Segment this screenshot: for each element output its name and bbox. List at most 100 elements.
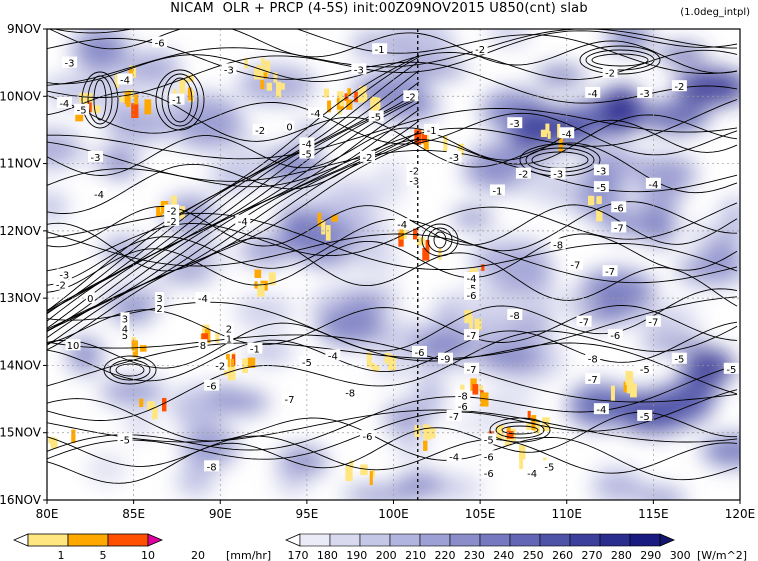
olr-blob [478,386,537,416]
precip-cell [264,60,271,74]
contour-label-bg [299,137,315,149]
contour-label-bg [195,292,211,304]
contour-line [47,334,738,403]
contour-line [47,435,738,474]
contour-label-bg [585,372,601,384]
olr-blob [522,292,600,314]
contour-label: -4 [449,452,459,463]
olr-colorbar-arrow [284,533,301,547]
contour-line [47,98,420,332]
precip-cell [354,91,361,103]
precip-cell [587,195,595,206]
contour-line [47,409,738,443]
contour-label-bg [252,123,268,135]
contour-label: -3 [640,89,650,100]
precip-cell [254,269,262,278]
precip-cell [545,123,550,134]
olr-blob [342,486,419,500]
precip-cell [625,370,632,386]
precip-cell [128,69,133,76]
contour-line [47,141,738,193]
contour-label: -1 [375,45,385,56]
prcp-colorbar-swatch [27,533,69,547]
olr-colorbar-swatch [629,533,661,547]
olr-colorbar-swatch [539,533,571,547]
contour-label: 4 [122,324,128,335]
precip-cell [139,345,147,352]
olr-blob [600,85,644,131]
precip-cell [504,434,512,446]
contour-loop [579,45,661,75]
precip-cell [327,100,332,113]
contour-label-bg [611,221,627,233]
contour-line [52,29,738,74]
olr-colorbar-swatch [299,533,331,547]
contour-label-bg [446,409,462,421]
contour-line [47,137,420,346]
contour-line [47,119,738,176]
precip-cell [131,103,139,119]
olr-blob [316,305,386,347]
olr-blob [233,295,295,328]
contour-label-bg [611,201,627,213]
contour-label: -4 [588,89,598,100]
olr-colorbar-label: 180 [317,549,338,561]
prcp-colorbar-label: 20 [191,549,205,561]
contour-label-bg [411,345,427,357]
contour-label: -8 [553,240,563,251]
contour-label: -5 [726,365,736,376]
olr-colorbar-label: 210 [405,549,426,561]
contour-label-bg [155,302,165,314]
precip-cell [223,365,228,376]
contour-label: -7 [605,267,615,278]
precip-cell [623,381,630,393]
precip-cell [360,464,368,476]
contour-label-bg [463,288,479,300]
contour-label-bg [164,204,180,216]
contour-label: -7 [449,412,459,423]
precip-cell [540,129,547,138]
y-tick-label: 10NOV [0,89,42,103]
contour-label-bg [406,164,422,176]
contour-label-bg [403,90,419,102]
precip-cell [474,318,482,331]
precip-cell [156,206,163,217]
precip-cell [531,415,537,431]
olr-blob [275,468,309,496]
precip-cell [253,67,258,80]
contour-line [47,49,738,85]
contour-loop [427,227,453,253]
olr-colorbar-swatch [509,533,541,547]
contour-loop [421,223,459,257]
olr-blob [47,129,82,168]
contour-line [47,54,420,312]
contour-loop [591,53,649,67]
precip-cell [139,398,144,407]
contour-label-bg [120,322,130,334]
contour-label-bg [360,430,376,442]
precip-cell [323,88,330,98]
contour-label: -6 [610,331,620,342]
contour-label: -1 [492,186,502,197]
contour-label: -5 [674,355,684,366]
olr-blob [487,29,531,47]
contour-label-bg [372,43,388,55]
contour-label: -4 [562,129,572,140]
precip-cell [412,228,418,240]
contour-line [47,56,420,314]
olr-colorbar-swatch [449,533,481,547]
contour-label-bg [481,433,497,445]
contour-label: 8 [200,341,206,352]
y-tick-label: 12NOV [0,224,42,238]
contour-label-bg [481,450,497,462]
precip-cell [82,93,89,105]
olr-blob [86,453,128,485]
contour-line [47,231,738,284]
precip-cell [481,264,485,271]
contour-loop [585,49,655,71]
prcp-colorbar-swatch [147,533,164,547]
olr-colorbar-swatch [389,533,421,547]
precip-cell [331,214,338,222]
precip-cell [144,99,152,115]
precip-cell [171,195,177,211]
